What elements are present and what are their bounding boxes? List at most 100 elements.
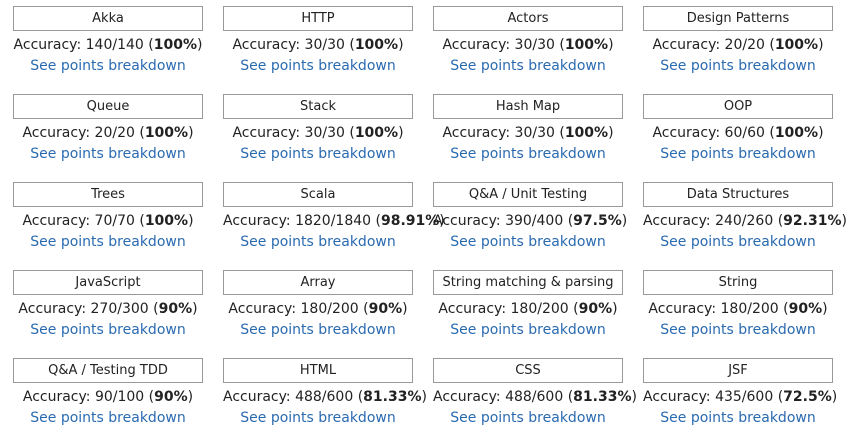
accuracy-label: Accuracy:: [652, 37, 725, 53]
accuracy-label: Accuracy:: [643, 213, 716, 229]
accuracy-label: Accuracy:: [223, 389, 296, 405]
accuracy-percent: 100%: [144, 213, 189, 229]
skill-card-string-matching-parsing: String matching & parsing Accuracy: 180/…: [433, 270, 623, 350]
skill-name-box: CSS: [433, 358, 623, 383]
skill-name-box: Queue: [13, 94, 203, 119]
accuracy-label: Accuracy:: [232, 125, 305, 141]
accuracy-score: 390/400: [505, 213, 564, 229]
accuracy-percent: 90%: [368, 301, 403, 317]
accuracy-score: 30/30: [514, 37, 555, 53]
accuracy-percent: 100%: [354, 125, 399, 141]
accuracy-percent: 100%: [354, 37, 399, 53]
accuracy-line: Accuracy: 488/600 (81.33%): [223, 389, 427, 405]
accuracy-score: 140/140: [85, 37, 144, 53]
accuracy-score: 20/20: [94, 125, 135, 141]
see-points-breakdown-link[interactable]: See points breakdown: [30, 322, 186, 338]
skill-name-box: JavaScript: [13, 270, 203, 295]
skill-card-jsf: JSF Accuracy: 435/600 (72.5%) See points…: [643, 358, 838, 438]
skill-card-array: Array Accuracy: 180/200 (90%) See points…: [223, 270, 413, 350]
see-points-breakdown-link[interactable]: See points breakdown: [30, 146, 186, 162]
accuracy-score: 30/30: [514, 125, 555, 141]
see-points-breakdown-link[interactable]: See points breakdown: [660, 58, 816, 74]
skill-card-stack: Stack Accuracy: 30/30 (100%) See points …: [223, 94, 413, 174]
skill-card-css: CSS Accuracy: 488/600 (81.33%) See point…: [433, 358, 637, 438]
accuracy-line: Accuracy: 270/300 (90%): [18, 301, 198, 317]
accuracy-line: Accuracy: 30/30 (100%): [232, 125, 404, 141]
see-points-breakdown-link[interactable]: See points breakdown: [240, 58, 396, 74]
accuracy-line: Accuracy: 390/400 (97.5%): [433, 213, 628, 229]
see-points-breakdown-link[interactable]: See points breakdown: [240, 234, 396, 250]
accuracy-score: 30/30: [304, 125, 345, 141]
accuracy-percent: 100%: [564, 37, 609, 53]
accuracy-line: Accuracy: 180/200 (90%): [438, 301, 618, 317]
accuracy-score: 488/600: [295, 389, 354, 405]
skill-card-qa-unit-testing: Q&A / Unit Testing Accuracy: 390/400 (97…: [433, 182, 628, 262]
accuracy-line: Accuracy: 20/20 (100%): [652, 37, 824, 53]
see-points-breakdown-link[interactable]: See points breakdown: [660, 410, 816, 426]
accuracy-label: Accuracy:: [438, 301, 511, 317]
skill-name-box: Trees: [13, 182, 203, 207]
see-points-breakdown-link[interactable]: See points breakdown: [240, 322, 396, 338]
skill-card-string: String Accuracy: 180/200 (90%) See point…: [643, 270, 833, 350]
see-points-breakdown-link[interactable]: See points breakdown: [30, 410, 186, 426]
skill-card-qa-testing-tdd: Q&A / Testing TDD Accuracy: 90/100 (90%)…: [13, 358, 203, 438]
see-points-breakdown-link[interactable]: See points breakdown: [450, 58, 606, 74]
skill-card-design-patterns: Design Patterns Accuracy: 20/20 (100%) S…: [643, 6, 833, 86]
accuracy-line: Accuracy: 20/20 (100%): [22, 125, 194, 141]
accuracy-line: Accuracy: 30/30 (100%): [442, 125, 614, 141]
accuracy-line: Accuracy: 1820/1840 (98.91%): [223, 213, 445, 229]
accuracy-score: 488/600: [505, 389, 564, 405]
accuracy-percent: 81.33%: [363, 389, 422, 405]
skill-name-box: Data Structures: [643, 182, 833, 207]
see-points-breakdown-link[interactable]: See points breakdown: [450, 410, 606, 426]
accuracy-label: Accuracy:: [223, 213, 296, 229]
see-points-breakdown-link[interactable]: See points breakdown: [240, 146, 396, 162]
see-points-breakdown-link[interactable]: See points breakdown: [660, 234, 816, 250]
accuracy-line: Accuracy: 180/200 (90%): [228, 301, 408, 317]
skill-card-data-structures: Data Structures Accuracy: 240/260 (92.31…: [643, 182, 847, 262]
accuracy-score: 270/300: [90, 301, 149, 317]
accuracy-line: Accuracy: 488/600 (81.33%): [433, 389, 637, 405]
skill-name-box: String matching & parsing: [433, 270, 623, 295]
accuracy-score: 60/60: [724, 125, 765, 141]
skill-name-box: JSF: [643, 358, 833, 383]
skill-name-box: HTML: [223, 358, 413, 383]
skill-name-box: Scala: [223, 182, 413, 207]
accuracy-label: Accuracy:: [433, 389, 506, 405]
accuracy-score: 90/100: [94, 389, 145, 405]
skill-name-box: Stack: [223, 94, 413, 119]
skill-card-html: HTML Accuracy: 488/600 (81.33%) See poin…: [223, 358, 427, 438]
accuracy-label: Accuracy:: [648, 301, 721, 317]
accuracy-label: Accuracy:: [232, 37, 305, 53]
skill-card-trees: Trees Accuracy: 70/70 (100%) See points …: [13, 182, 203, 262]
accuracy-percent: 81.33%: [573, 389, 632, 405]
accuracy-label: Accuracy:: [442, 37, 515, 53]
accuracy-line: Accuracy: 30/30 (100%): [232, 37, 404, 53]
see-points-breakdown-link[interactable]: See points breakdown: [450, 322, 606, 338]
see-points-breakdown-link[interactable]: See points breakdown: [30, 234, 186, 250]
skill-name-box: Array: [223, 270, 413, 295]
skill-name-box: Akka: [13, 6, 203, 31]
accuracy-label: Accuracy:: [228, 301, 301, 317]
accuracy-line: Accuracy: 140/140 (100%): [13, 37, 203, 53]
accuracy-score: 30/30: [304, 37, 345, 53]
see-points-breakdown-link[interactable]: See points breakdown: [660, 146, 816, 162]
accuracy-percent: 92.31%: [783, 213, 842, 229]
accuracy-label: Accuracy:: [22, 213, 95, 229]
accuracy-score: 240/260: [715, 213, 774, 229]
see-points-breakdown-link[interactable]: See points breakdown: [450, 146, 606, 162]
accuracy-score: 180/200: [720, 301, 779, 317]
accuracy-percent: 100%: [153, 37, 197, 53]
skill-name-box: Design Patterns: [643, 6, 833, 31]
skill-card-hash-map: Hash Map Accuracy: 30/30 (100%) See poin…: [433, 94, 623, 174]
accuracy-score: 1820/1840: [295, 213, 372, 229]
accuracy-percent: 90%: [578, 301, 613, 317]
accuracy-percent: 100%: [144, 125, 189, 141]
see-points-breakdown-link[interactable]: See points breakdown: [450, 234, 606, 250]
see-points-breakdown-link[interactable]: See points breakdown: [30, 58, 186, 74]
accuracy-line: Accuracy: 90/100 (90%): [22, 389, 194, 405]
accuracy-line: Accuracy: 180/200 (90%): [648, 301, 828, 317]
see-points-breakdown-link[interactable]: See points breakdown: [660, 322, 816, 338]
see-points-breakdown-link[interactable]: See points breakdown: [240, 410, 396, 426]
accuracy-line: Accuracy: 435/600 (72.5%): [643, 389, 838, 405]
